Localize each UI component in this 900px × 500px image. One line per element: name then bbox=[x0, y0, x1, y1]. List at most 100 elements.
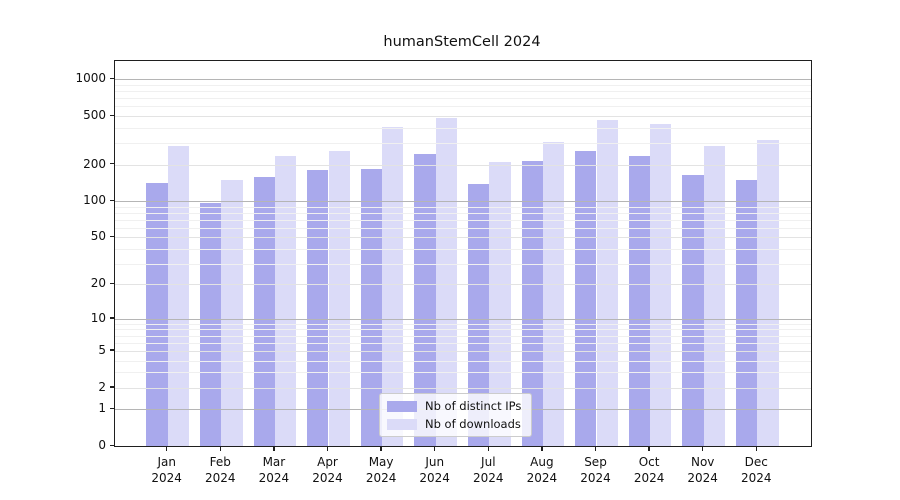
gridline-minor bbox=[115, 91, 811, 93]
x-tick-aug bbox=[541, 446, 543, 451]
gridline-minor bbox=[115, 323, 811, 325]
gridline-minor bbox=[115, 342, 811, 344]
x-tick-may bbox=[380, 446, 382, 451]
y-tick-label-200: 200 bbox=[83, 156, 106, 171]
y-tick-label-100: 100 bbox=[83, 193, 106, 208]
bar-downloads-jan bbox=[167, 145, 190, 446]
y-tick-label-50: 50 bbox=[90, 229, 106, 244]
y-tick-10 bbox=[110, 317, 114, 319]
bar-downloads-jun bbox=[435, 117, 458, 446]
x-tick-label-jul: Jul 2024 bbox=[473, 455, 504, 485]
x-tick-jun bbox=[434, 446, 436, 451]
x-tick-nov bbox=[702, 446, 704, 451]
x-tick-oct bbox=[648, 446, 650, 451]
x-tick-label-jun: Jun 2024 bbox=[419, 455, 450, 485]
y-tick-200 bbox=[110, 163, 114, 165]
legend-item: Nb of downloads bbox=[387, 417, 521, 431]
y-tick-50 bbox=[110, 235, 114, 238]
gridline-20 bbox=[115, 284, 811, 286]
bar-downloads-nov bbox=[703, 145, 726, 446]
bar-distinct-ips-sep bbox=[575, 151, 597, 446]
x-tick-jan bbox=[166, 446, 168, 451]
bar-downloads-apr bbox=[328, 150, 350, 446]
gridline-minor bbox=[115, 335, 811, 337]
x-tick-label-oct: Oct 2024 bbox=[633, 455, 665, 485]
y-tick-label-1000: 1000 bbox=[75, 71, 106, 86]
x-tick-label-dec: Dec 2024 bbox=[741, 455, 772, 485]
gridline-minor bbox=[115, 206, 811, 208]
gridline-minor bbox=[115, 372, 811, 374]
y-tick-500 bbox=[110, 114, 114, 117]
y-tick-label-0: 0 bbox=[98, 438, 106, 452]
x-tick-label-may: May 2024 bbox=[365, 455, 397, 485]
y-tick-2 bbox=[110, 386, 114, 388]
gridline-minor bbox=[115, 143, 811, 145]
bar-distinct-ips-mar bbox=[253, 177, 275, 446]
y-tick-1000 bbox=[110, 77, 114, 80]
y-tick-label-10: 10 bbox=[90, 310, 106, 325]
x-tick-jul bbox=[487, 446, 489, 451]
bar-downloads-feb bbox=[221, 180, 243, 446]
gridline-minor bbox=[115, 219, 811, 221]
y-tick-1 bbox=[110, 407, 114, 410]
legend-swatch-downloads-icon bbox=[387, 418, 417, 430]
gridline-500 bbox=[115, 116, 811, 118]
x-tick-label-aug: Aug 2024 bbox=[526, 455, 558, 485]
x-tick-mar bbox=[273, 446, 275, 451]
gridline-minor bbox=[115, 248, 811, 250]
legend-label-downloads: Nb of downloads bbox=[425, 417, 521, 431]
x-tick-apr bbox=[326, 446, 329, 451]
y-tick-20 bbox=[110, 282, 114, 285]
bar-downloads-mar bbox=[274, 155, 297, 446]
gridline-2 bbox=[115, 387, 811, 389]
y-tick-5 bbox=[110, 349, 114, 351]
gridline-minor bbox=[115, 212, 811, 214]
y-tick-label-2: 2 bbox=[98, 379, 106, 394]
bar-distinct-ips-aug bbox=[521, 161, 543, 446]
y-tick-100 bbox=[110, 199, 114, 201]
legend-item: Nb of distinct IPs bbox=[387, 399, 521, 413]
x-tick-label-sep: Sep 2024 bbox=[580, 455, 611, 485]
gridline-minor bbox=[115, 360, 811, 362]
x-tick-sep bbox=[594, 446, 597, 451]
legend-swatch-distinct-ips-icon bbox=[387, 400, 417, 412]
y-tick-label-1: 1 bbox=[98, 401, 106, 416]
gridline-5 bbox=[115, 350, 811, 352]
legend: Nb of distinct IPs Nb of downloads bbox=[379, 393, 533, 437]
bar-distinct-ips-apr bbox=[307, 169, 329, 446]
bar-distinct-ips-nov bbox=[682, 175, 704, 446]
y-tick-label-5: 5 bbox=[98, 342, 106, 357]
x-tick-label-apr: Apr 2024 bbox=[312, 455, 343, 485]
x-tick-label-nov: Nov 2024 bbox=[687, 455, 718, 485]
x-tick-dec bbox=[755, 446, 757, 451]
gridline-10 bbox=[115, 318, 811, 320]
gridline-1000 bbox=[115, 79, 811, 81]
y-tick-0 bbox=[110, 444, 114, 446]
chart-title: humanStemCell 2024 bbox=[383, 34, 541, 50]
gridline-200 bbox=[115, 164, 811, 166]
bar-distinct-ips-jan bbox=[146, 183, 168, 446]
bar-downloads-sep bbox=[596, 119, 618, 446]
bar-downloads-jul bbox=[489, 162, 511, 446]
bar-downloads-aug bbox=[542, 142, 565, 446]
gridline-minor bbox=[115, 329, 811, 331]
y-tick-label-20: 20 bbox=[90, 276, 106, 291]
gridline-minor bbox=[115, 98, 811, 100]
gridline-100 bbox=[115, 201, 811, 203]
x-tick-feb bbox=[219, 446, 221, 451]
bar-distinct-ips-dec bbox=[735, 180, 758, 446]
bar-downloads-dec bbox=[757, 139, 779, 446]
x-tick-label-jan: Jan 2024 bbox=[151, 455, 182, 485]
gridline-minor bbox=[115, 263, 811, 265]
x-tick-label-feb: Feb 2024 bbox=[205, 455, 236, 485]
bar-distinct-ips-oct bbox=[628, 156, 651, 446]
gridline-minor bbox=[115, 84, 811, 86]
gridline-50 bbox=[115, 237, 811, 239]
gridline-minor bbox=[115, 127, 811, 129]
plot-area: Nb of distinct IPs Nb of downloads bbox=[114, 60, 812, 447]
gridline-minor bbox=[115, 106, 811, 108]
x-tick-label-mar: Mar 2024 bbox=[258, 455, 290, 485]
legend-label-distinct-ips: Nb of distinct IPs bbox=[425, 399, 522, 413]
gridline-minor bbox=[115, 227, 811, 229]
